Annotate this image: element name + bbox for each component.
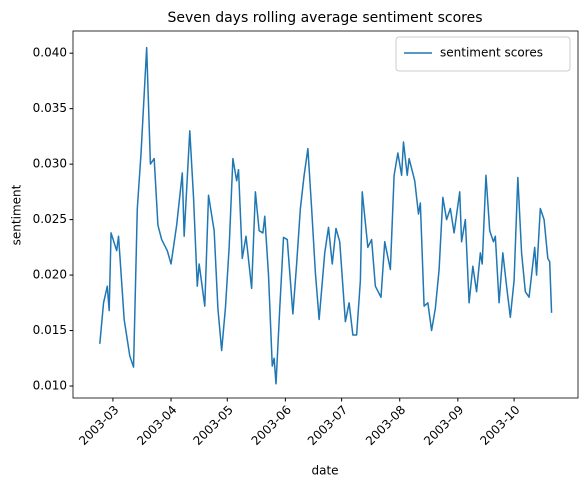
- x-axis-label: date: [311, 464, 338, 478]
- line-series: [99, 46, 553, 385]
- x-tick-label: 2003-08: [363, 403, 408, 448]
- y-tick-label: 0.020: [33, 268, 67, 282]
- x-tick-label: 2003-04: [134, 403, 179, 448]
- y-tick-label: 0.030: [33, 157, 67, 171]
- x-tick-label: 2003-10: [477, 403, 522, 448]
- y-tick-label: 0.015: [33, 323, 67, 337]
- y-tick-label: 0.010: [33, 379, 67, 393]
- x-tick-label: 2003-06: [249, 403, 294, 448]
- y-axis-label: sentiment: [10, 184, 24, 245]
- x-tick-label: 2003-07: [305, 403, 350, 448]
- plot-frame: [72, 30, 579, 399]
- y-tick-label: 0.040: [33, 46, 67, 60]
- x-tick-label: 2003-05: [191, 403, 236, 448]
- legend-box: [395, 36, 571, 72]
- x-tick-label: 2003-09: [421, 403, 466, 448]
- x-tick-label: 2003-03: [76, 403, 121, 448]
- y-tick-label: 0.025: [33, 212, 67, 226]
- legend-label: sentiment scores: [440, 46, 543, 60]
- y-tick-label: 0.035: [33, 101, 67, 115]
- chart-title: Seven days rolling average sentiment sco…: [167, 10, 482, 26]
